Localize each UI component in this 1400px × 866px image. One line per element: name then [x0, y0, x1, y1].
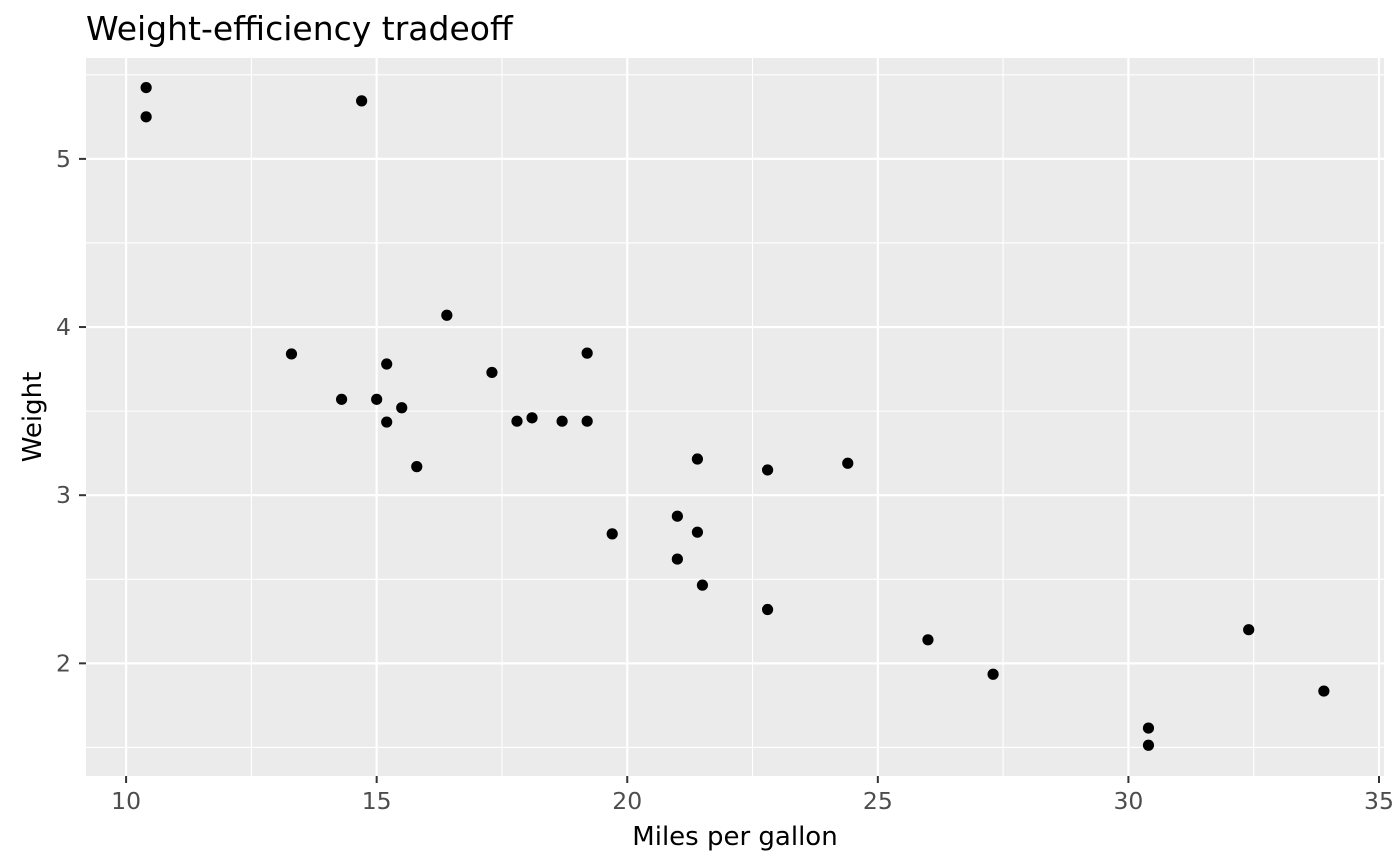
y-tick-label: 3 [56, 481, 71, 509]
x-tick-label: 10 [111, 787, 141, 815]
x-tick-label: 30 [1113, 787, 1143, 815]
data-point [396, 402, 408, 414]
y-axis-title: Weight [18, 372, 48, 463]
data-point [511, 415, 523, 427]
data-point [1142, 739, 1155, 751]
data-point [761, 603, 774, 616]
data-point [381, 416, 393, 428]
minor-gridlines [86, 58, 1384, 776]
data-point [556, 415, 568, 427]
data-point [987, 668, 999, 680]
data-point [606, 528, 618, 540]
data-point [671, 510, 683, 522]
data-point [1243, 624, 1255, 636]
data-point [696, 579, 709, 591]
data-point [441, 309, 453, 321]
data-point [761, 464, 774, 476]
data-point [922, 634, 934, 646]
plot-panel [86, 58, 1384, 776]
data-point [842, 457, 854, 469]
x-tick-label: 35 [1364, 787, 1394, 815]
y-tick-label: 2 [56, 649, 71, 677]
data-point [285, 348, 298, 360]
data-point [691, 526, 704, 538]
y-tick-label: 5 [56, 145, 71, 173]
data-point [486, 366, 498, 379]
data-point [671, 553, 683, 565]
data-point [1142, 722, 1155, 734]
x-axis-title: Miles per gallon [632, 822, 837, 852]
x-tick-label: 20 [612, 787, 642, 815]
data-point [526, 412, 538, 424]
data-point [381, 358, 393, 370]
chart-title: Weight-efficiency tradeoff [86, 9, 514, 48]
x-axis: 10 15 20 25 30 35 [111, 776, 1394, 815]
data-point [691, 453, 704, 465]
data-point [356, 95, 368, 107]
y-axis: 2 3 4 5 [56, 145, 86, 677]
data-point [371, 393, 383, 405]
y-tick-label: 4 [56, 313, 71, 341]
data-point [335, 393, 348, 405]
data-point [411, 461, 423, 473]
data-point [140, 81, 152, 94]
x-tick-label: 15 [362, 787, 392, 815]
major-gridlines [86, 58, 1384, 776]
data-points [140, 81, 1330, 751]
data-point [581, 347, 593, 359]
data-point [140, 111, 152, 123]
data-point [581, 415, 593, 427]
data-point [1318, 685, 1330, 697]
x-tick-label: 25 [863, 787, 893, 815]
